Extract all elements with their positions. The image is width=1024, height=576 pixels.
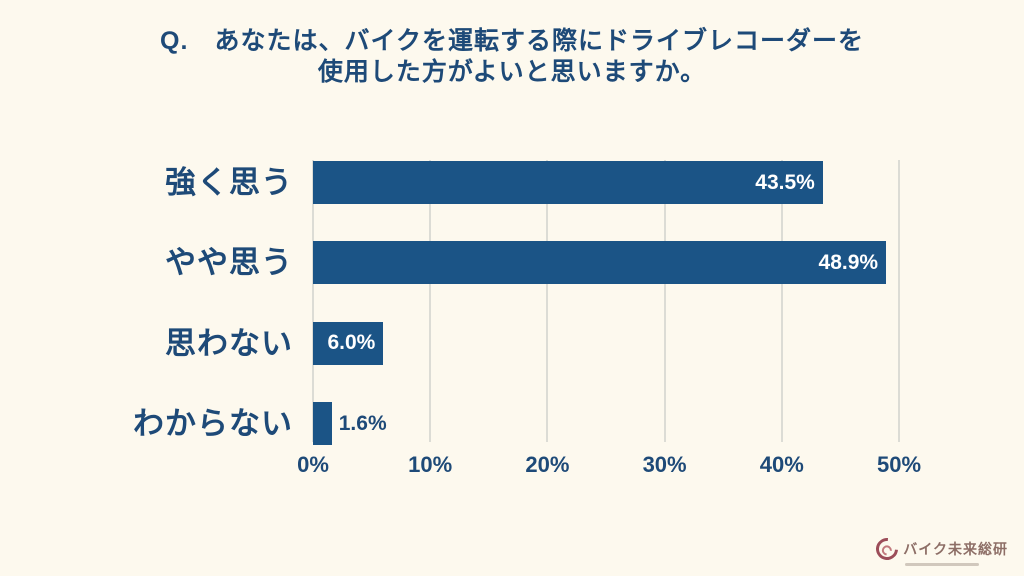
- value-label: 48.9%: [818, 250, 879, 274]
- gridline-20%: [546, 160, 549, 442]
- bar-わからない: [313, 401, 332, 445]
- chart-title: Q. あなたは、バイクを運転する際にドライブレコーダーを 使用した方がよいと思い…: [0, 26, 1024, 88]
- crescent-swirl-icon: [871, 533, 903, 565]
- x-axis-tick-label: 10%: [408, 452, 453, 477]
- category-label-強く思う: 強く思う: [165, 165, 293, 200]
- gridline-10%: [429, 160, 432, 442]
- x-axis-tick-label: 50%: [876, 452, 922, 477]
- x-axis-tick-label: 30%: [642, 452, 687, 477]
- gridline-30%: [663, 160, 666, 442]
- plot-area: 0% 10% 20% 30% 40% 50% 43.5% 48.9% 6.0% 1.6%: [297, 160, 921, 477]
- x-axis-tick-label: 40%: [759, 452, 804, 477]
- value-label: 43.5%: [755, 170, 815, 194]
- bar-思わない: 6.0%: [313, 321, 384, 365]
- bar-強く思う: 43.5%: [313, 161, 823, 204]
- chart-title-line2: 使用した方がよいと思いますか。: [317, 58, 707, 86]
- gridline-50%: [898, 160, 900, 442]
- brand-logo-text: バイク未来総研: [903, 541, 1008, 557]
- chart-title-line1: Q. あなたは、バイクを運転する際にドライブレコーダーを: [160, 27, 864, 55]
- category-label-思わない: 思わない: [165, 325, 293, 361]
- value-label: 1.6%: [338, 411, 387, 435]
- brand-logo-row: バイク未来総研: [871, 533, 1008, 565]
- brand-logo-subtext: [905, 563, 980, 566]
- category-label-わからない: わからない: [133, 405, 293, 441]
- category-label-やや思う: やや思う: [165, 245, 293, 281]
- value-label: 6.0%: [327, 331, 376, 355]
- x-axis-tick-label: 0%: [297, 452, 329, 477]
- brand-logo: バイク未来総研: [871, 533, 1008, 566]
- gridline-40%: [780, 160, 783, 442]
- x-axis-tick-label: 20%: [525, 452, 570, 477]
- bar-やや思う: 48.9%: [313, 241, 887, 285]
- gridline-0%: [312, 160, 314, 442]
